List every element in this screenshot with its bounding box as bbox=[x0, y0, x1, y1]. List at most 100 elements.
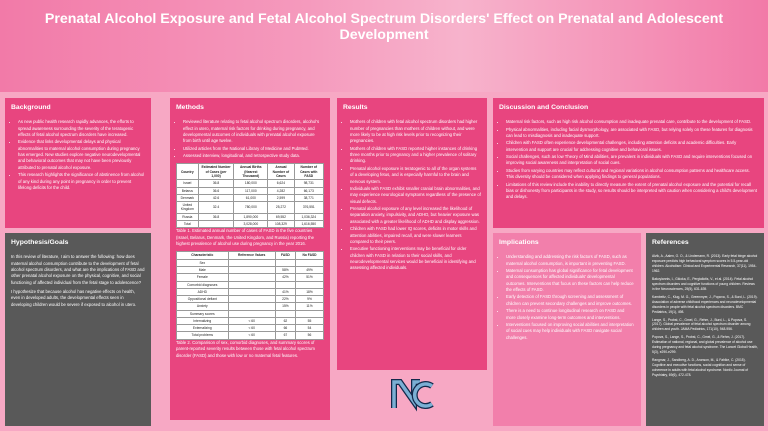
table-cell: 25,272 bbox=[267, 201, 295, 214]
references-panel: References Alvik, A., Aalen, O. O., & Lin… bbox=[646, 233, 764, 426]
implications-panel: Implications Understanding and addressing… bbox=[493, 233, 641, 426]
table-cell: Belarus bbox=[176, 186, 199, 195]
table-cell: < 60 bbox=[227, 316, 276, 326]
bullet-item: Interventions focused on improving socia… bbox=[506, 322, 635, 341]
table-header: Estimated Number of Cases (per 1,000) bbox=[197, 163, 235, 181]
table-cell: 41% bbox=[274, 287, 297, 297]
background-panel: Background As new public health research … bbox=[5, 98, 151, 228]
bullet-item: As new public health research rapidly ad… bbox=[18, 119, 145, 138]
bullet-item: Executive functioning interventions may … bbox=[350, 246, 481, 272]
section-title: Discussion and Conclusion bbox=[499, 104, 589, 111]
table-row: Oppositional defiant 22% 9% bbox=[176, 295, 324, 304]
section-title: Hypothesis/Goals bbox=[11, 239, 69, 246]
bullet-list: Mothers of children with fetal alcohol s… bbox=[343, 119, 481, 272]
table-header: Characteristic bbox=[176, 251, 229, 260]
paragraph: Popova, S., Lange, S., Probst, C., Gmel,… bbox=[652, 335, 758, 355]
table-row: Israel 36.8 180,000 6,624 98,731 bbox=[176, 179, 325, 188]
bullet-item: Mothers of children with FASD reported h… bbox=[350, 146, 481, 165]
table-cell: Male bbox=[176, 265, 229, 275]
table-cell: 62 bbox=[274, 316, 297, 326]
table-cell bbox=[227, 295, 276, 304]
bullet-item: Mothers of children with fetal alcohol s… bbox=[350, 119, 481, 145]
section-title: Results bbox=[343, 104, 368, 111]
discussion-panel: Discussion and Conclusion Maternal risk f… bbox=[493, 98, 764, 228]
bullet-item: Physical abnormalities, including facial… bbox=[506, 127, 758, 140]
table-cell: Anxiety bbox=[176, 302, 229, 311]
table-row: Internalizing < 60 62 55 bbox=[176, 316, 324, 326]
table-cell: 117,000 bbox=[233, 186, 269, 195]
table-cell: Externalizing bbox=[176, 324, 229, 333]
table-cell: 32.4 bbox=[197, 201, 235, 214]
bullet-item: Evidence that links developmental delays… bbox=[18, 139, 145, 171]
table-cell: 2,599 bbox=[267, 193, 295, 203]
banner bbox=[0, 0, 768, 92]
table-cell: 22% bbox=[274, 295, 297, 304]
table-cell: 49% bbox=[295, 265, 324, 275]
table-cell bbox=[227, 258, 276, 267]
table-cell: Summary scores bbox=[176, 309, 229, 318]
table-header: Annual Births (Nearest Thousand) bbox=[233, 163, 269, 181]
bullet-item: This research highlights the significanc… bbox=[18, 172, 145, 191]
table-cell bbox=[227, 302, 276, 311]
table-cell: 3,028,000 bbox=[233, 219, 269, 229]
table-cell: 36.8 bbox=[197, 212, 235, 221]
table-header: No FASD bbox=[295, 251, 324, 260]
table-cell: Female bbox=[176, 273, 229, 282]
table-cell: 36.6 bbox=[197, 186, 235, 195]
table-cell bbox=[274, 309, 297, 318]
section-title: Methods bbox=[176, 104, 204, 111]
table-cell: 51% bbox=[295, 273, 324, 282]
bullet-item: Limitations of this review include the i… bbox=[506, 182, 758, 201]
bullet-item: Studies from varying countries may refle… bbox=[506, 168, 758, 181]
table-cell bbox=[227, 309, 276, 318]
table-row: Comorbid diagnoses bbox=[176, 280, 324, 289]
hypothesis-panel: Hypothesis/Goals In this review of litera… bbox=[5, 233, 151, 426]
table-cell: 56 bbox=[295, 331, 324, 340]
table-cell: 55 bbox=[295, 316, 324, 326]
table-cell: 1,036,324 bbox=[293, 212, 325, 221]
table-cell: 36.8 bbox=[197, 179, 235, 188]
bullet-item: Prenatal alcohol exposure is teratogenic… bbox=[350, 166, 481, 185]
table-header-row: Country Estimated Number of Cases (per 1,… bbox=[176, 163, 325, 181]
bullet-item: Individuals with FASD exhibit smaller cr… bbox=[350, 186, 481, 205]
bullet-item: Maternal consumption has global signific… bbox=[506, 268, 635, 294]
table-cell: 61,000 bbox=[233, 193, 269, 203]
table-cell bbox=[295, 280, 324, 289]
table-cell: < 60 bbox=[227, 324, 276, 333]
table-cell: 38,771 bbox=[293, 193, 325, 203]
paragraph: Rangmar, J., Sandberg, A. D., Aronson, M… bbox=[652, 358, 749, 377]
methods-panel: Methods Reviewed literature relating to f… bbox=[170, 98, 330, 420]
bullet-item: There is a need to continue longitudinal… bbox=[506, 308, 635, 321]
table-cell: 180,000 bbox=[233, 179, 269, 188]
table-row: Denmark 42.6 61,000 2,599 38,771 bbox=[176, 193, 325, 203]
paragraph: Lange, S., Probst, C., Gmel, G., Rehm, J… bbox=[652, 317, 751, 332]
table-row: Summary scores bbox=[176, 309, 324, 318]
table-cell bbox=[197, 219, 235, 229]
table-cell: 42.6 bbox=[197, 193, 235, 203]
table-cell: 67 bbox=[274, 331, 297, 340]
bullet-list: Reviewed literature relating to fetal al… bbox=[176, 119, 324, 159]
table-cell: Sex bbox=[176, 258, 229, 267]
table-caption: Table 1. Estimated annual number of case… bbox=[176, 228, 314, 246]
table-cell: < 60 bbox=[227, 331, 276, 340]
table-header: Reference Values bbox=[227, 251, 276, 260]
table-cell: 108,329 bbox=[267, 219, 295, 229]
table-cell bbox=[295, 258, 324, 267]
table-cell: Denmark bbox=[176, 193, 199, 203]
table-cell: 69,552 bbox=[267, 212, 295, 221]
table-row: Russia 36.8 1,890,000 69,552 1,036,324 bbox=[176, 212, 325, 221]
section-title: References bbox=[652, 239, 689, 246]
table-cell: 66,173 bbox=[293, 186, 325, 195]
table-cell: Oppositional defiant bbox=[176, 295, 229, 304]
bullet-item: Children with FASD had lower IQ scores, … bbox=[350, 226, 481, 245]
data-table: Characteristic Reference Values FASD No FAS… bbox=[176, 251, 324, 340]
table-cell bbox=[274, 258, 297, 267]
table-row: Male 58% 49% bbox=[176, 265, 324, 275]
table-cell: 66 bbox=[274, 324, 297, 333]
paragraph: Kambeitz, C., Klug, M. G., Greenmyer, J.… bbox=[652, 294, 758, 314]
table-row: ADHD 41% 18% bbox=[176, 287, 324, 297]
table-header: Number of Cases with FASD bbox=[293, 163, 325, 181]
bullet-item: Early detection of FASD through screenin… bbox=[506, 294, 635, 307]
bullet-item: Social challenges, such as low Theory of… bbox=[506, 154, 758, 167]
